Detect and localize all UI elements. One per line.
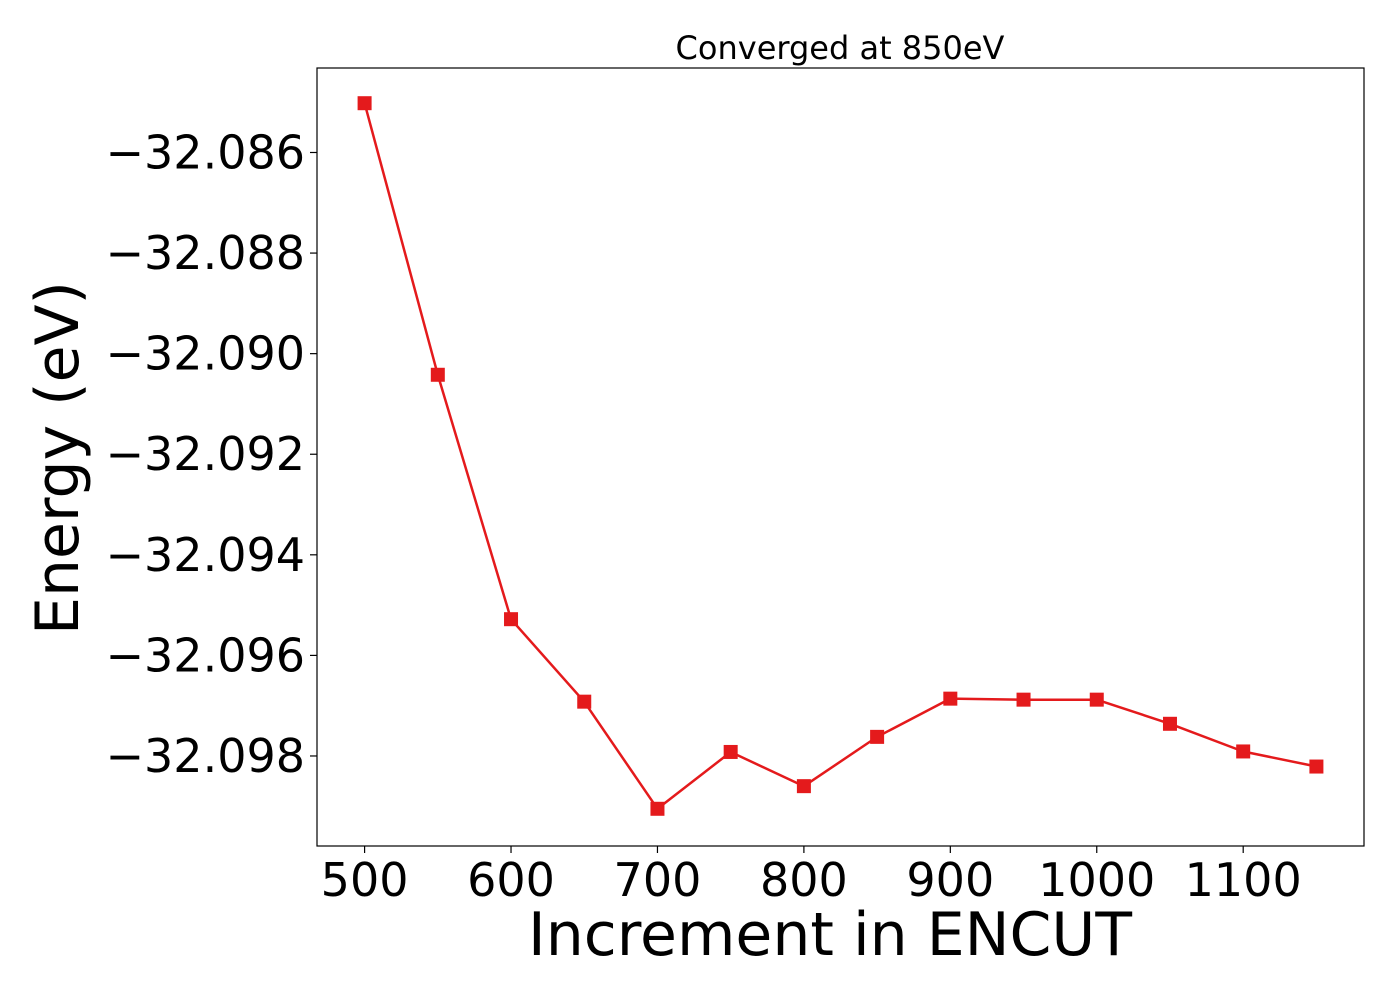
x-tick-label: 1000: [1038, 853, 1155, 907]
y-tick-label: −32.092: [106, 427, 306, 481]
y-tick-label: −32.094: [106, 528, 306, 582]
y-axis-ticks: −32.086 −32.088 −32.090 −32.092 −32.094 −32.0…: [106, 125, 317, 783]
data-point-marker: [430, 367, 445, 382]
data-point-marker: [357, 96, 372, 111]
plot-frame: [316, 67, 1365, 847]
chart-title: Converged at 850eV: [676, 29, 1005, 67]
data-point-marker: [1309, 759, 1324, 774]
data-point-marker: [723, 744, 738, 759]
x-tick-label: 900: [906, 853, 994, 907]
data-point-marker: [870, 729, 885, 744]
data-point-marker: [1089, 692, 1104, 707]
data-point-marker: [943, 691, 958, 706]
data-point-marker: [1236, 744, 1251, 759]
data-point-marker: [1016, 692, 1031, 707]
y-tick-label: −32.086: [106, 125, 306, 179]
y-tick-label: −32.098: [106, 729, 306, 783]
x-tick-label: 800: [760, 853, 848, 907]
data-point-marker: [577, 694, 592, 709]
series-line: [363, 102, 1317, 811]
data-point-marker: [504, 612, 519, 627]
y-axis-label: Energy (eV): [23, 281, 93, 635]
x-axis-label: Increment in ENCUT: [528, 900, 1132, 970]
x-tick-label: 700: [614, 853, 702, 907]
data-point-marker: [1162, 716, 1177, 731]
energy-series: [357, 96, 1324, 816]
x-tick-label: 500: [321, 853, 409, 907]
y-tick-label: −32.096: [106, 628, 306, 682]
y-tick-label: −32.088: [106, 226, 306, 280]
x-tick-label: 1100: [1185, 853, 1302, 907]
y-tick-label: −32.090: [106, 327, 306, 381]
data-point-marker: [796, 779, 811, 794]
data-point-marker: [650, 801, 665, 816]
x-tick-label: 600: [467, 853, 555, 907]
x-axis-ticks: 500 600 700 800 900 1000 1100: [321, 846, 1302, 907]
